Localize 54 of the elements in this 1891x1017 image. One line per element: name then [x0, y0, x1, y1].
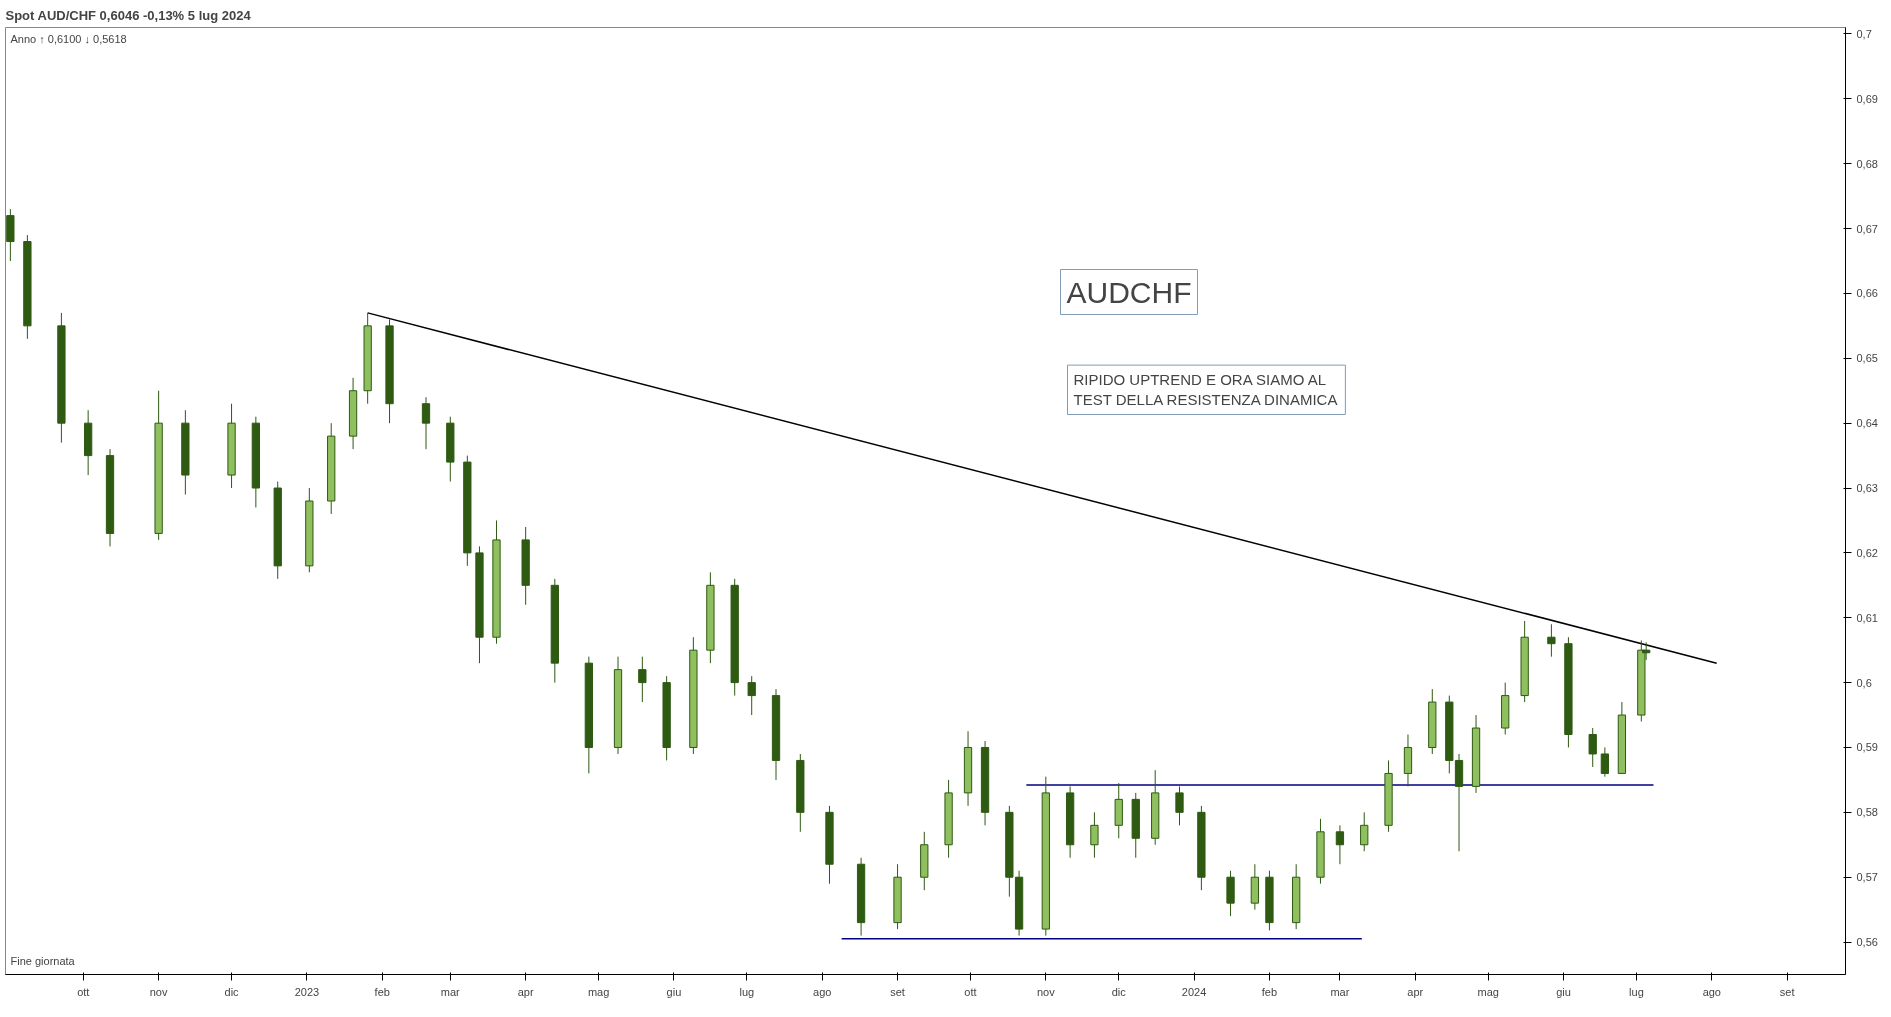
x-tick-label: lug [1629, 985, 1644, 998]
x-tick-label: ago [1702, 985, 1721, 998]
y-tick-label: 0,65 [1856, 352, 1878, 365]
annotation: RIPIDO UPTREND E ORA SIAMO AL TEST DELLA RESISTENZA DINAMICA [1073, 371, 1338, 409]
x-tick-label: dic [1111, 985, 1127, 998]
x-tick-label: dic [224, 985, 240, 998]
y-tick-label: 0,64 [1856, 417, 1878, 430]
x-tick-label: ott [964, 985, 977, 998]
y-tick-label: 0,56 [1856, 936, 1878, 949]
x-tick-label: lug [739, 985, 755, 998]
x-tick-label: mag [1477, 985, 1499, 998]
x-tick-label: set [1779, 985, 1795, 998]
annotation: Anno ↑ 0,6100 ↓ 0,5618 [10, 32, 127, 45]
x-tick-label: 2023 [294, 985, 320, 998]
candlestick [1175, 785, 1184, 826]
candlestick [1547, 623, 1556, 658]
x-tick-label: mag [587, 985, 610, 998]
y-tick-label: 0,66 [1856, 287, 1878, 300]
annotation: AUDCHF [1066, 275, 1192, 309]
candlestick [1588, 727, 1597, 768]
chart-title: Spot AUD/CHF 0,6046 -0,13% 5 lug 2024 [5, 7, 252, 23]
x-tick-label: giu [666, 985, 682, 998]
y-tick-label: 0,6 [1856, 676, 1872, 689]
y-tick-label: 0,67 [1856, 222, 1878, 235]
annotation: Fine giornata [10, 954, 76, 967]
candlestick [421, 396, 431, 450]
y-tick-label: 0,58 [1856, 806, 1878, 819]
candlestick [1090, 811, 1099, 859]
candlestick [638, 656, 647, 703]
x-tick-label: giu [1556, 985, 1571, 998]
y-tick-label: 0,57 [1856, 871, 1878, 884]
y-tick-label: 0,63 [1856, 482, 1878, 495]
x-tick-label: 2024 [1181, 985, 1207, 998]
y-tick-label: 0,69 [1856, 92, 1878, 105]
x-tick-label: mar [1330, 985, 1350, 998]
candlestick [747, 675, 756, 716]
y-tick-label: 0,59 [1856, 741, 1878, 754]
x-tick-label: feb [374, 985, 390, 998]
x-tick-label: ott [77, 985, 90, 998]
x-tick-label: mar [440, 985, 461, 998]
y-tick-label: 0,61 [1856, 611, 1878, 624]
candlestick [1360, 811, 1369, 852]
x-tick-label: nov [149, 985, 168, 998]
x-tick-label: set [890, 985, 905, 998]
y-tick-label: 0,68 [1856, 157, 1878, 170]
candlestick [1600, 746, 1610, 778]
x-tick-label: apr [1407, 985, 1424, 998]
x-tick-label: nov [1036, 985, 1056, 998]
x-tick-label: feb [1261, 985, 1278, 998]
y-tick-label: 0,7 [1856, 27, 1872, 40]
candlestick [1335, 824, 1345, 865]
x-tick-label: apr [517, 985, 534, 998]
x-tick-label: ago [813, 985, 832, 998]
y-tick-label: 0,62 [1856, 546, 1878, 559]
